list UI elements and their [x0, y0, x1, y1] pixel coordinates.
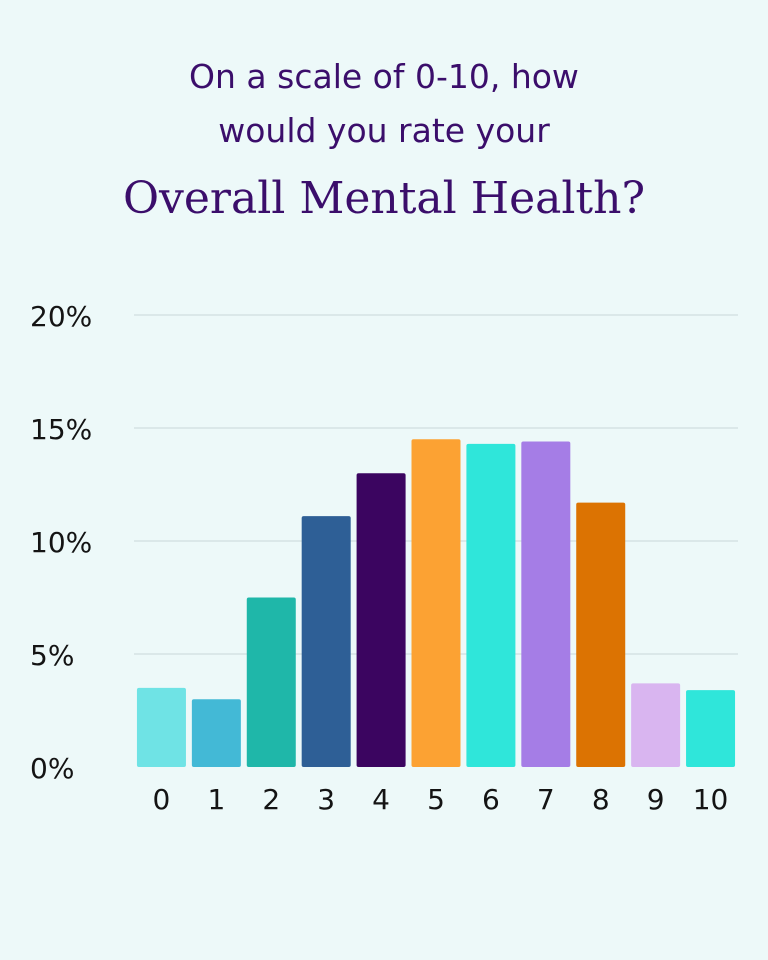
bar-8 — [576, 502, 626, 767]
x-tick-label: 3 — [317, 783, 335, 816]
y-tick-label: 0% — [30, 752, 74, 785]
bar-10 — [686, 690, 736, 767]
x-tick-label: 8 — [592, 783, 610, 816]
bar-6 — [466, 443, 516, 767]
gridlines — [134, 314, 738, 655]
y-axis-ticks: 0% 5% 10% 15% 20% — [30, 300, 92, 785]
x-tick-label: 2 — [262, 783, 280, 816]
y-tick-label: 20% — [30, 300, 92, 333]
x-tick-label: 7 — [537, 783, 555, 816]
x-tick-label: 9 — [647, 783, 665, 816]
bar-1 — [191, 699, 241, 767]
bar-7 — [521, 441, 571, 767]
question-line-2: would you rate your — [218, 111, 550, 150]
bar-3 — [301, 516, 351, 767]
x-tick-label: 4 — [372, 783, 390, 816]
bar-4 — [356, 473, 406, 767]
x-tick-label: 1 — [207, 783, 225, 816]
x-tick-label: 5 — [427, 783, 445, 816]
bar-9 — [631, 683, 681, 767]
question-line-1: On a scale of 0-10, how — [189, 57, 579, 96]
x-tick-label: 0 — [153, 783, 171, 816]
bars — [136, 439, 736, 767]
x-tick-label: 6 — [482, 783, 500, 816]
bar-2 — [246, 597, 296, 767]
bar-0 — [136, 687, 186, 767]
chart-title: Overall Mental Health? — [122, 173, 646, 224]
y-tick-label: 15% — [30, 413, 92, 446]
x-tick-label: 10 — [693, 783, 729, 816]
x-axis-ticks: 0 1 2 3 4 5 6 7 8 9 10 — [153, 783, 729, 816]
bar-5 — [411, 439, 461, 767]
y-tick-label: 5% — [30, 639, 74, 672]
y-tick-label: 10% — [30, 526, 92, 559]
